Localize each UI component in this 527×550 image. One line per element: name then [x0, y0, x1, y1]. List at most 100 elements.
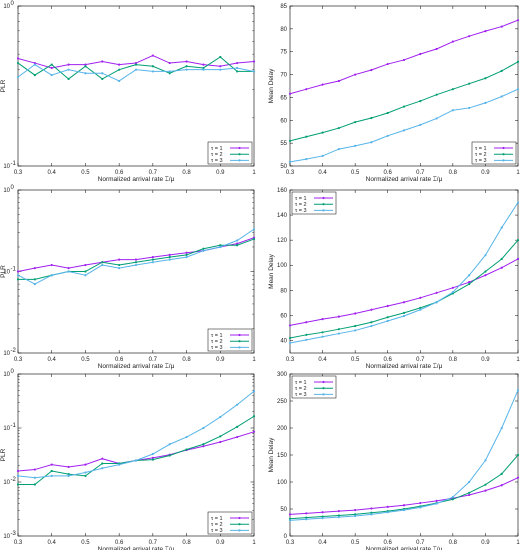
data-point-tau-1 [50, 263, 53, 267]
data-point-tau-1 [321, 318, 324, 321]
data-point-tau-3 [151, 70, 154, 73]
data-point-tau-1 [451, 286, 454, 289]
data-point-tau-3 [252, 228, 256, 231]
data-point-tau-3 [386, 511, 389, 514]
data-point-tau-1 [101, 457, 104, 460]
data-point-tau-3 [185, 68, 188, 71]
data-point-tau-1 [236, 435, 239, 439]
data-point-tau-2 [305, 135, 308, 138]
data-point-tau-1 [305, 321, 308, 324]
x-tick-label: 0.7 [149, 540, 158, 546]
data-point-tau-3 [50, 274, 53, 277]
data-point-tau-1 [435, 47, 438, 51]
x-tick-label: 0.3 [286, 540, 295, 546]
data-point-tau-1 [419, 296, 422, 299]
data-point-tau-2 [516, 453, 520, 457]
data-point-tau-1 [84, 263, 87, 267]
data-point-tau-3 [168, 443, 171, 446]
data-point-tau-1 [84, 63, 87, 66]
data-point-tau-1 [288, 324, 292, 327]
data-point-tau-2 [84, 474, 87, 477]
legend-marker-tau-3 [322, 209, 325, 212]
data-point-tau-2 [151, 65, 154, 68]
data-point-tau-3 [468, 106, 471, 110]
legend-label-tau-2: τ = 2 [295, 386, 307, 392]
data-point-tau-3 [468, 480, 471, 484]
legend-label-tau-3: τ = 3 [211, 158, 223, 164]
plot-frame [289, 189, 519, 354]
y-tick-label: 100 [277, 480, 288, 486]
data-point-tau-3 [101, 72, 104, 75]
data-point-tau-2 [468, 491, 471, 494]
data-point-tau-3 [402, 129, 406, 132]
x-tick-label: 1 [252, 170, 256, 176]
panel-plr-2: 0.3 0.4 0.5 0.6 0.7 0.8 0.9 110-210-110 0Normali… [0, 185, 256, 370]
data-point-tau-1 [468, 35, 471, 38]
x-tick-label: 0.8 [182, 357, 191, 363]
data-point-tau-3 [370, 513, 373, 516]
data-point-tau-3 [84, 471, 87, 474]
data-point-tau-1 [337, 79, 340, 83]
data-point-tau-3 [134, 459, 138, 462]
data-point-tau-3 [321, 154, 324, 158]
legend-label-tau-1: τ = 1 [295, 196, 307, 202]
data-point-tau-2 [288, 139, 292, 142]
data-point-tau-2 [168, 454, 171, 457]
data-point-tau-2 [337, 126, 340, 130]
y-tick-label: 10 [3, 372, 10, 378]
data-point-tau-2 [185, 253, 188, 256]
data-point-tau-3 [252, 390, 256, 393]
x-tick-label: 0.7 [149, 170, 158, 176]
x-tick-label: 0.5 [351, 170, 360, 176]
x-tick-label: 0.8 [182, 170, 191, 176]
data-point-tau-2 [370, 321, 373, 324]
data-point-tau-2 [151, 258, 154, 261]
x-tick-label: 0.5 [351, 540, 360, 546]
data-point-tau-3 [67, 270, 70, 273]
legend-label-tau-3: τ = 3 [295, 392, 307, 398]
series-line-tau-2 [18, 415, 255, 485]
data-point-tau-1 [321, 83, 324, 86]
x-tick-label: 0.4 [318, 357, 327, 363]
data-point-tau-1 [435, 499, 438, 502]
data-point-tau-3 [219, 68, 222, 71]
y-tick-exponent: -2 [11, 348, 17, 354]
data-point-tau-1 [252, 60, 256, 63]
x-tick-label: 0.4 [48, 357, 57, 363]
y-tick-label: 75 [280, 50, 287, 56]
data-point-tau-1 [468, 493, 471, 497]
legend-label-tau-1: τ = 1 [211, 516, 223, 522]
data-point-tau-1 [516, 19, 520, 22]
x-axis-label: Normalized arrival rate ⌶/μ [98, 176, 175, 183]
legend-label-tau-2: τ = 2 [295, 202, 307, 208]
data-point-tau-3 [101, 467, 104, 470]
data-point-tau-2 [337, 514, 340, 517]
legend-label-tau-2: τ = 2 [211, 522, 223, 528]
data-point-tau-1 [337, 510, 340, 513]
data-point-tau-1 [386, 505, 389, 508]
data-point-tau-3 [321, 335, 324, 338]
data-point-tau-2 [321, 131, 324, 134]
data-point-tau-3 [151, 261, 154, 264]
data-point-tau-2 [370, 511, 373, 514]
data-point-tau-2 [16, 61, 20, 65]
data-point-tau-3 [419, 506, 422, 509]
y-tick-label: 10 [3, 164, 10, 170]
x-tick-label: 1 [252, 357, 256, 363]
data-point-tau-2 [33, 278, 36, 281]
panel-delay-1: 0.3 0.4 0.5 0.6 0.7 0.8 0.9 1 50 55 60 65 70 75 80 85 No… [268, 4, 520, 183]
x-tick-label: 0.8 [449, 540, 458, 546]
data-point-tau-2 [468, 82, 471, 85]
x-tick-label: 0.7 [149, 357, 158, 363]
data-point-tau-1 [202, 63, 205, 66]
y-tick-exponent: 0 [11, 369, 15, 375]
x-tick-label: 0.9 [481, 170, 490, 176]
data-point-tau-2 [354, 121, 357, 124]
y-tick-exponent: -1 [11, 267, 17, 273]
x-tick-label: 0.5 [81, 170, 90, 176]
data-point-tau-1 [419, 501, 422, 505]
x-tick-label: 0.9 [481, 540, 490, 546]
data-point-tau-3 [288, 160, 292, 163]
legend-label-tau-2: τ = 2 [211, 339, 223, 345]
x-axis-label: Normalized arrival rate ⌶/μ [366, 363, 443, 370]
